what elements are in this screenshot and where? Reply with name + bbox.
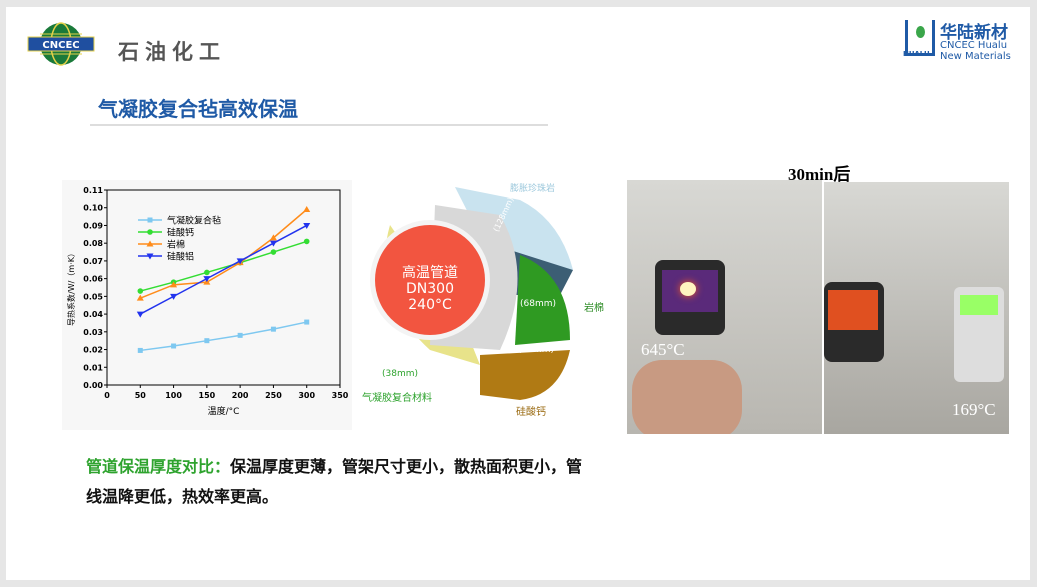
legend-marker [147, 229, 153, 235]
data-point [269, 240, 277, 247]
data-point [270, 326, 276, 332]
calcium-layer [480, 350, 570, 400]
x-tick-label: 150 [199, 391, 216, 400]
y-tick-label: 0.02 [83, 346, 103, 355]
legend-marker [146, 240, 154, 247]
y-tick-label: 0.05 [83, 292, 103, 301]
chart-panel [62, 180, 352, 430]
y-tick-label: 0.06 [83, 275, 103, 284]
series-line [140, 208, 308, 299]
photo-after: 169°C [824, 182, 1009, 434]
company-name: 石油化工 [118, 39, 226, 64]
data-point [170, 281, 178, 288]
y-tick-label: 0.01 [83, 363, 103, 372]
x-tick-label: 300 [298, 391, 315, 400]
summary-text: 管道保温厚度对比：保温厚度更薄，管架尺寸更小，散热面积更小，管线温降更低，热效率… [86, 457, 583, 506]
legend-label: 硅酸钙 [167, 227, 194, 239]
data-point [304, 319, 310, 325]
data-point [137, 288, 144, 294]
x-axis-label: 温度/°C [208, 405, 240, 417]
x-tick-label: 350 [332, 391, 349, 400]
y-tick-label: 0.09 [83, 221, 103, 230]
time-label: 30min后 [788, 165, 851, 184]
data-point [136, 311, 144, 318]
cncec-globe-logo: CNCEC [27, 22, 95, 66]
after-temp: 169°C [952, 400, 996, 419]
x-tick-label: 100 [165, 391, 182, 400]
y-axis-label: 导热系数/W/（m·K） [66, 249, 76, 326]
y-tick-label: 0.08 [83, 239, 103, 248]
thermal-conductivity-chart: 0 50 100 150 200 250 300 350 0.00 0.01 0.02 0.03 0.0… [66, 186, 349, 417]
hualu-logo-icon [905, 20, 935, 56]
y-tick-label: 0.07 [83, 257, 103, 266]
data-point [303, 206, 311, 212]
data-point [171, 343, 177, 349]
legend-label: 气凝胶复合毡 [167, 215, 221, 227]
x-tick-label: 250 [265, 391, 282, 400]
data-point [204, 338, 210, 344]
data-point [136, 294, 144, 301]
x-tick-label: 0 [104, 391, 110, 400]
data-point [204, 269, 210, 276]
legend-marker [147, 217, 153, 223]
y-tick-label: 0.03 [83, 328, 103, 337]
series-line [139, 224, 308, 315]
data-point [137, 347, 143, 353]
legend-label: 岩棉 [167, 239, 185, 251]
data-point [269, 234, 277, 241]
aerogel-thickness: (38mm) [382, 369, 419, 379]
x-tick-label: 200 [232, 391, 249, 400]
series-line [140, 321, 307, 352]
aerogel-label: 气凝胶复合材料 [362, 393, 432, 404]
photo-before: 645°C [627, 180, 822, 434]
hualu-en-name: CNCEC Hualu New Materials [940, 40, 1011, 62]
insulation-diagram [370, 187, 573, 400]
y-tick-label: 0.04 [83, 310, 103, 319]
legend-marker [146, 253, 154, 260]
data-point [303, 238, 310, 245]
y-tick-label: 0.00 [83, 381, 103, 390]
rockwool-thickness: (68mm) [520, 299, 557, 309]
calcium-label: 硅酸钙 [516, 407, 546, 418]
pipe-label: 高温管道 DN300 240°C [402, 265, 458, 313]
plot-frame [106, 189, 341, 386]
data-point [236, 258, 244, 265]
title-divider [90, 124, 548, 126]
rockwool-label: 岩棉 [584, 303, 604, 314]
calcium-thickness: (82mm) [518, 345, 555, 355]
hualu-cn-name: 华陆新材 [940, 23, 1008, 43]
y-tick-label: 0.10 [83, 204, 103, 213]
data-point [203, 276, 211, 283]
hualu-mark: HUALU [903, 50, 930, 58]
perlite-label: 膨胀珍珠岩 [510, 184, 556, 194]
x-tick-label: 50 [135, 391, 147, 400]
y-tick-label: 0.11 [83, 186, 103, 195]
legend-label: 硅酸铝 [167, 251, 194, 263]
svg-text:CNCEC: CNCEC [42, 40, 79, 51]
series-line [140, 240, 307, 292]
pipe-section [375, 225, 485, 335]
rockwool-layer [515, 255, 570, 345]
data-point [170, 293, 178, 300]
data-point [303, 222, 311, 229]
page-title: 气凝胶复合毡高效保温 [98, 97, 298, 121]
data-point [237, 332, 243, 338]
data-point [270, 249, 277, 255]
before-temp: 645°C [641, 340, 685, 359]
